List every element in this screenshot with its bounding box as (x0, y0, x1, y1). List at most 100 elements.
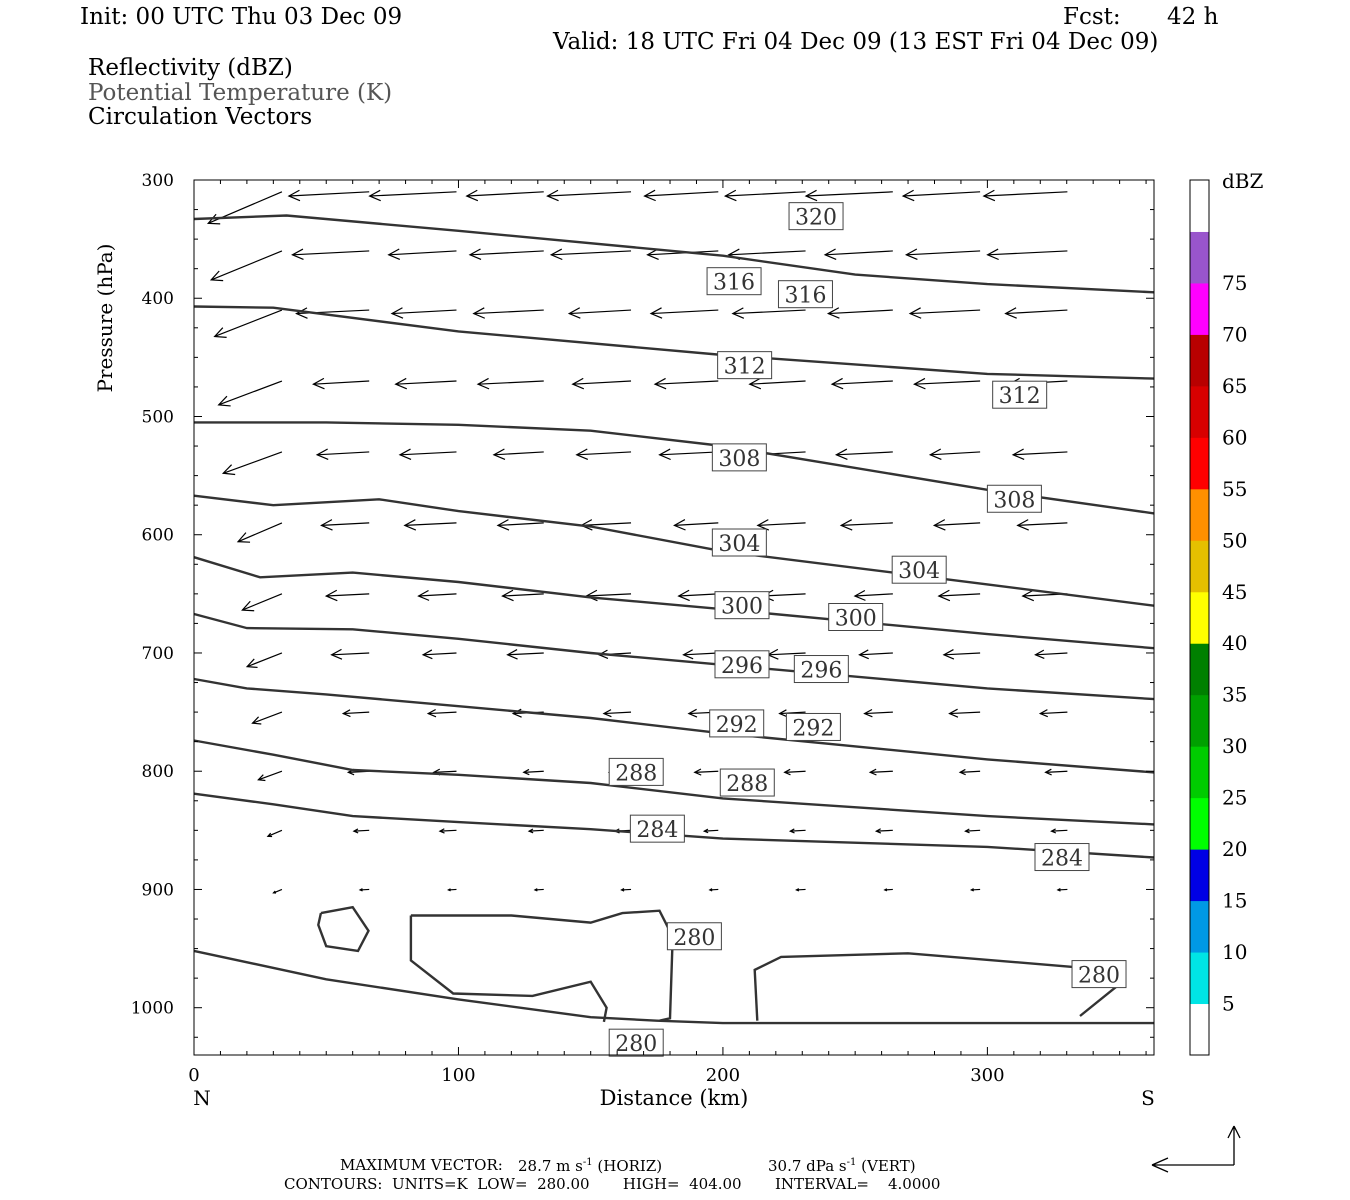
vector-arrow (659, 451, 719, 456)
vector-arrowhead (901, 189, 915, 202)
vector-arrowhead (287, 189, 301, 202)
y-tick-label: 500 (142, 407, 174, 427)
contour-label-box (777, 280, 833, 309)
vector-arrowhead (1016, 519, 1029, 531)
vector-arrowhead (883, 888, 888, 892)
vector-arrowhead (1056, 888, 1061, 892)
vector-arrowhead (723, 189, 737, 202)
vector-arrowhead (853, 589, 866, 601)
circulation-vectors (206, 189, 1068, 894)
vector-arrow (987, 250, 1068, 256)
vector-arrow (399, 451, 457, 456)
vector-arrow (1017, 522, 1068, 527)
isentrope-280-closed (410, 909, 674, 1022)
vector-arrow (943, 652, 981, 656)
vector-arrowhead (682, 649, 694, 660)
vector-arrow (428, 711, 457, 715)
vector-arrow (828, 309, 893, 315)
vector-arrowhead (1011, 448, 1025, 461)
isentrope-288 (193, 792, 1155, 859)
max-vector-label: MAXIMUM VECTOR: (340, 1156, 503, 1174)
isentrope-316 (193, 305, 1155, 380)
colorbar-tick-label: 25 (1222, 786, 1247, 810)
vector-arrow (507, 652, 544, 656)
vector-arrowhead (245, 658, 258, 669)
vector-arrowhead (295, 307, 308, 319)
vector-arrowhead (501, 589, 514, 602)
vector-arrowhead (964, 828, 970, 834)
contour-label-box (706, 267, 762, 296)
vector-arrow (523, 770, 544, 773)
contour-label-box (629, 814, 685, 843)
vector-arrow (469, 250, 544, 256)
init-time: Init: 00 UTC Thu 03 Dec 09 (80, 4, 403, 30)
vector-arrowhead (257, 774, 266, 782)
contour-label: 288 (726, 772, 768, 797)
colorbar-unit: dBZ (1222, 169, 1264, 193)
vector-arrow (841, 522, 893, 527)
vector-arrow (749, 380, 806, 385)
vector-arrow (644, 191, 719, 197)
x-tick-label: 0 (188, 1065, 199, 1086)
vector-arrow (288, 191, 370, 197)
vector-arrowhead (417, 589, 430, 601)
vector-arrow (321, 522, 370, 527)
vector-arrowhead (251, 716, 262, 725)
vector-arrowhead (358, 888, 363, 892)
vector-arrowhead (522, 768, 530, 776)
colorbar-tick-label: 65 (1222, 374, 1247, 398)
vector-arrowhead (549, 248, 563, 261)
colorbar-segment (1190, 488, 1209, 541)
contour-label: 320 (795, 206, 837, 231)
vector-arrowhead (546, 189, 559, 202)
vector-arrow (650, 309, 719, 315)
vector-arrowhead (324, 589, 338, 602)
vector-arrowhead (492, 448, 506, 460)
vector-arrowhead (731, 307, 745, 319)
vector-arrow (267, 829, 283, 837)
vector-arrow (292, 250, 370, 256)
contour-label-box (666, 922, 722, 951)
vector-arrowhead (702, 828, 709, 834)
vector-arrowhead (928, 448, 942, 460)
vector-arrowhead (830, 377, 844, 390)
vector-arrow (237, 522, 283, 543)
vector-arrow (569, 309, 632, 315)
vector-arrow (252, 711, 283, 724)
contour-label: 300 (721, 595, 763, 620)
horiz-exponent: -1 (582, 1157, 593, 1168)
vector-arrowhead (788, 828, 795, 834)
vector-arrowhead (476, 377, 490, 390)
vector-arrowhead (394, 377, 408, 390)
vector-arrowhead (969, 888, 974, 892)
contour-label: 300 (835, 607, 877, 632)
y-tick-label: 800 (142, 762, 174, 782)
vector-arrow (343, 711, 370, 715)
vector-arrow (914, 380, 981, 385)
colorbar-tick-label: 70 (1222, 322, 1247, 346)
vector-arrow (757, 522, 806, 527)
x-axis-label: Distance (km) (600, 1086, 749, 1110)
vector-arrowhead (908, 307, 922, 319)
y-tick-label: 1000 (131, 999, 174, 1019)
colorbar-segment (1190, 282, 1209, 335)
vector-arrowhead (858, 649, 869, 660)
contour-label: 308 (993, 488, 1035, 513)
vector-arrow (674, 522, 719, 527)
vector-arrow (779, 711, 806, 715)
vector-arrow (586, 593, 632, 597)
vector-arrow (603, 711, 632, 715)
vector-arrow (704, 829, 719, 832)
vector-arrow (683, 652, 719, 656)
vector-arrowhead (236, 532, 251, 543)
vector-arrow (313, 380, 370, 385)
vector-arrowhead (575, 448, 589, 461)
vector-arrow (728, 250, 806, 256)
vector-arrow (223, 451, 283, 474)
vector-arrowhead (571, 377, 585, 390)
colorbar-tick-label: 40 (1222, 631, 1247, 655)
vector-arrow (854, 593, 893, 597)
vector-arrowhead (403, 519, 417, 531)
colorbar-tick-label: 55 (1222, 477, 1247, 501)
vector-arrowhead (687, 708, 698, 718)
